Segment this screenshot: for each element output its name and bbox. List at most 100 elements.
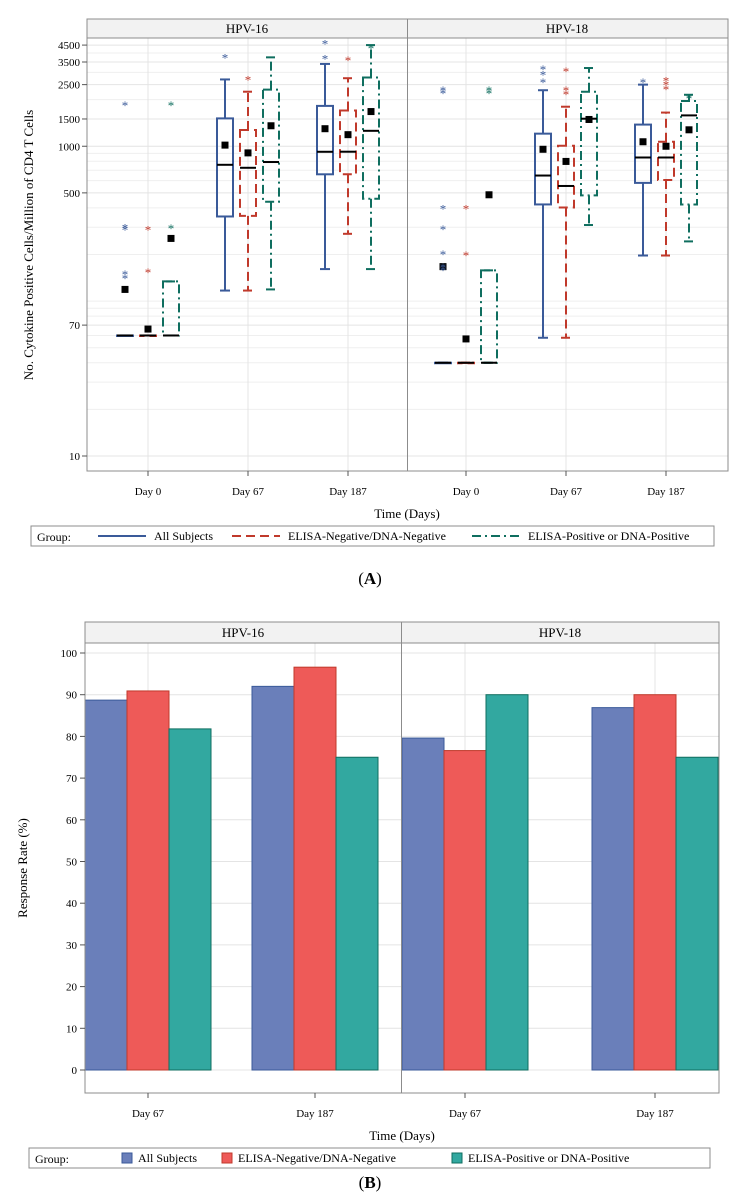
outlier-marker: * (322, 51, 329, 66)
chart-a-marks: ************* ******************** **** (116, 37, 698, 365)
chart-a-x-axis-title: Time (Days) (374, 506, 440, 521)
outlier-marker: * (663, 82, 670, 97)
x-tick-label: Day 187 (296, 1108, 334, 1120)
bar-hpv-18-day-67-all-subjects (401, 737, 445, 1071)
box-iqr (216, 117, 234, 218)
box-iqr (316, 104, 334, 176)
box-mean (321, 125, 329, 133)
y-tick-label: 1000 (58, 141, 81, 153)
box-iqr (657, 140, 675, 181)
outlier-marker: * (540, 75, 547, 90)
box-hpv-18-day-67-elisa-negative-dna-negative: *** (557, 64, 575, 339)
box-mean (439, 263, 447, 271)
box-iqr (262, 88, 280, 203)
box-hpv-16-day-187-elisa-positive-or-dna-positive: * (362, 41, 380, 271)
bar-hpv-16-day-187-elisa-positive-or-dna-positive (335, 756, 379, 1071)
box-mean (367, 108, 375, 116)
box-hpv-16-day-0-elisa-positive-or-dna-positive: ** (162, 98, 180, 337)
legend-label-elisa-negative-dna-negative: ELISA-Negative/DNA-Negative (238, 1151, 396, 1165)
box-iqr (580, 90, 598, 197)
box-mean (462, 335, 470, 343)
bar-hpv-18-day-187-all-subjects (591, 707, 635, 1071)
legend-swatch-elisa-positive-or-dna-positive (451, 1152, 463, 1164)
bar-hpv-16-day-67-elisa-positive-or-dna-positive (168, 728, 212, 1071)
box-mean (221, 141, 229, 149)
box-iqr (534, 132, 552, 206)
box-iqr (362, 76, 380, 200)
box-mean (685, 126, 693, 134)
chart-a-legend: Group: All Subjects ELISA-Negative/DNA-Neg… (37, 529, 689, 544)
outlier-marker: * (563, 64, 570, 79)
y-tick-label: 70 (66, 773, 78, 785)
y-tick-label: 60 (66, 815, 78, 827)
outlier-marker: * (563, 83, 570, 98)
y-tick-label: 10 (66, 1023, 78, 1035)
outlier-marker: * (663, 78, 670, 93)
figure-label-a: (A) (358, 569, 382, 588)
outlier-marker: * (440, 247, 447, 262)
box-iqr (680, 99, 698, 206)
box-iqr (634, 123, 652, 184)
outlier-marker: * (440, 263, 447, 278)
chart-b-x-axis-title: Time (Days) (369, 1128, 435, 1143)
box-hpv-16-day-187-all-subjects: ** (316, 37, 334, 271)
bar-hpv-18-day-67-elisa-positive-or-dna-positive (485, 694, 529, 1071)
bar-hpv-18-day-187-elisa-positive-or-dna-positive (675, 756, 719, 1071)
outlier-marker: * (463, 201, 470, 216)
box-mean (639, 138, 647, 146)
outlier-marker: * (640, 75, 647, 90)
chart-a: ************* ******************** **** 10… (21, 18, 729, 588)
box-iqr (557, 144, 575, 209)
chart-a-y-axis-title: No. Cytokine Positive Cells/Million of C… (21, 110, 36, 380)
y-tick-label: 10 (69, 451, 81, 463)
outlier-marker: * (540, 62, 547, 77)
y-tick-label: 500 (64, 188, 81, 200)
chart-b-strip-hpv18: HPV-18 (539, 625, 581, 640)
y-tick-label: 30 (66, 940, 78, 952)
x-tick-label: Day 67 (449, 1108, 482, 1120)
chart-b-strip-hpv16: HPV-16 (222, 625, 265, 640)
y-tick-label: 90 (66, 690, 78, 702)
box-hpv-18-day-187-all-subjects: * (634, 75, 652, 257)
x-tick-label: Day 0 (453, 486, 480, 498)
outlier-marker: * (145, 265, 152, 280)
bar-hpv-18-day-67-elisa-negative-dna-negative (443, 750, 487, 1071)
legend-title: Group: (37, 530, 71, 544)
y-tick-label: 1500 (58, 114, 81, 126)
x-tick-label: Day 187 (636, 1108, 674, 1120)
box-mean (562, 157, 570, 165)
box-mean (662, 142, 670, 150)
bar-hpv-16-day-187-elisa-negative-dna-negative (293, 666, 337, 1071)
box-hpv-18-day-67-all-subjects: *** (534, 62, 552, 339)
outlier-marker: * (168, 221, 175, 236)
chart-b-x-ticks: Day 67 Day 187 Day 67 Day 187 (132, 1093, 674, 1120)
outlier-marker: * (663, 74, 670, 89)
chart-a-y-ticks: 10 70 500 1000 1500 2500 3500 4500 (58, 40, 87, 463)
outlier-marker: * (563, 87, 570, 102)
y-tick-label: 2500 (58, 80, 81, 92)
y-tick-label: 0 (72, 1065, 78, 1077)
outlier-marker: * (486, 83, 493, 98)
chart-b-legend-box (28, 1147, 711, 1169)
legend-label-elisa-positive-or-dna-positive: ELISA-Positive or DNA-Positive (528, 529, 689, 543)
outlier-marker: * (122, 98, 129, 113)
box-hpv-16-day-187-elisa-negative-dna-negative: * (339, 53, 357, 235)
outlier-marker: * (540, 68, 547, 83)
legend-label-elisa-positive-or-dna-positive: ELISA-Positive or DNA-Positive (468, 1151, 629, 1165)
box-hpv-16-day-0-elisa-negative-dna-negative: ** (139, 222, 157, 337)
outlier-marker: * (122, 271, 129, 286)
outlier-marker: * (686, 91, 693, 106)
x-tick-label: Day 0 (135, 486, 162, 498)
y-tick-label: 3500 (58, 57, 81, 69)
box-hpv-18-day-187-elisa-positive-or-dna-positive: * (680, 91, 698, 243)
outlier-marker: * (440, 222, 447, 237)
bar-hpv-16-day-67-elisa-negative-dna-negative (126, 690, 170, 1071)
chart-a-strip-hpv18: HPV-18 (546, 21, 588, 36)
x-tick-label: Day 187 (329, 486, 367, 498)
box-hpv-16-day-67-elisa-negative-dna-negative: * (239, 72, 257, 292)
box-mean (167, 234, 175, 242)
chart-b-marks (84, 666, 719, 1071)
figure-label-b: (B) (359, 1173, 382, 1192)
